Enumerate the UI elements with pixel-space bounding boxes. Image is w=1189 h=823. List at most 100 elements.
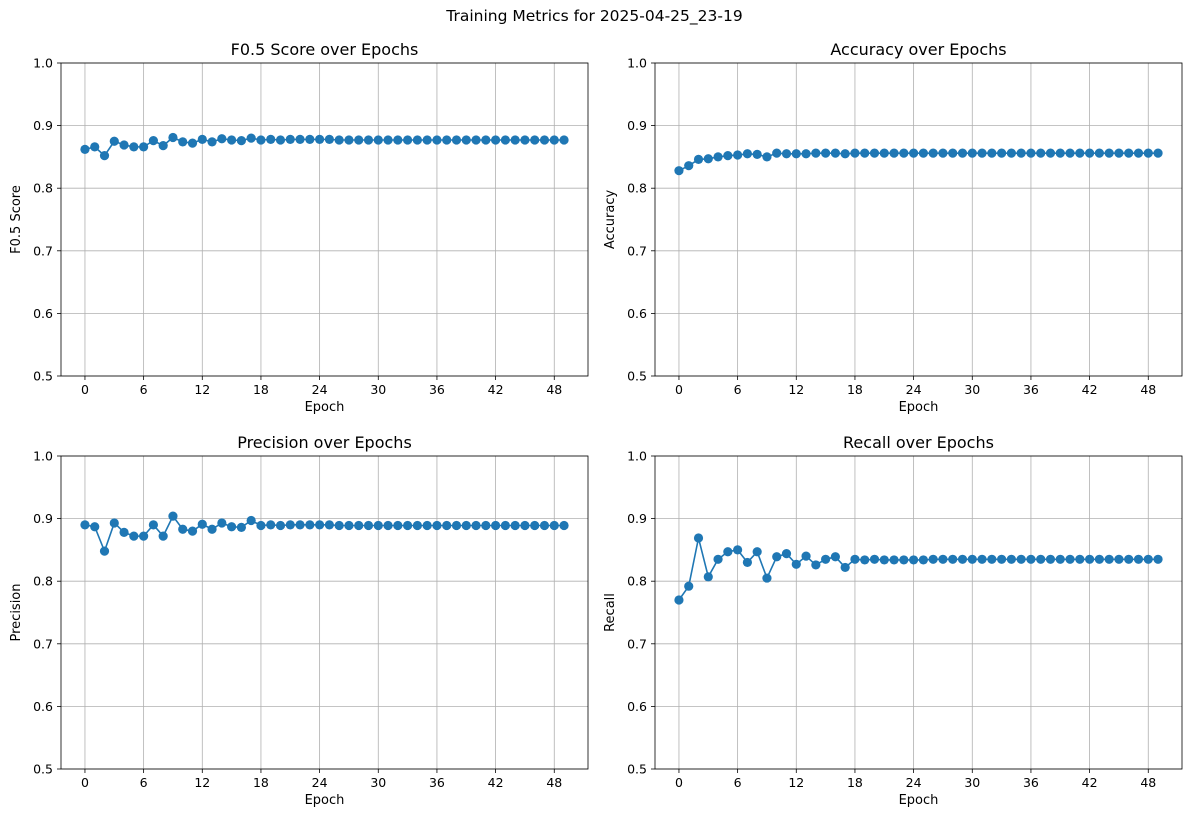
y-tick-label: 0.6 xyxy=(33,699,53,714)
data-point xyxy=(383,520,393,531)
data-point xyxy=(256,520,266,531)
data-point xyxy=(119,527,129,537)
data-point xyxy=(781,149,792,159)
data-point xyxy=(1085,554,1095,564)
data-point xyxy=(713,554,723,564)
data-point xyxy=(938,148,948,158)
data-point xyxy=(752,149,762,159)
data-point xyxy=(928,148,938,158)
y-tick-label: 0.9 xyxy=(627,511,647,526)
y-tick-label: 0.7 xyxy=(627,636,647,651)
data-point xyxy=(481,520,491,531)
y-tick-label: 0.6 xyxy=(627,699,647,714)
data-point xyxy=(530,135,540,145)
data-point xyxy=(119,140,129,150)
x-axis-label: Epoch xyxy=(899,793,939,808)
data-point xyxy=(987,148,997,158)
data-point xyxy=(899,555,909,565)
data-point xyxy=(703,572,713,582)
data-point xyxy=(1075,148,1085,158)
data-point xyxy=(246,133,256,143)
data-point xyxy=(324,520,334,530)
data-point xyxy=(918,148,928,158)
data-point xyxy=(158,531,168,541)
data-point xyxy=(1104,148,1114,158)
data-point xyxy=(129,531,139,541)
x-axis-label: Epoch xyxy=(899,400,939,415)
data-point xyxy=(168,511,178,521)
x-tick-label: 30 xyxy=(370,775,386,790)
x-axis-label: Epoch xyxy=(305,400,345,415)
data-point xyxy=(674,595,684,605)
data-point xyxy=(860,148,870,158)
data-point xyxy=(451,135,462,145)
data-point xyxy=(236,136,246,146)
x-tick-label: 36 xyxy=(1023,775,1039,790)
data-point xyxy=(491,135,501,145)
x-tick-label: 24 xyxy=(906,382,922,397)
chart-panel-precision: Precision over Epochs 0 6 12 18 24 30 36 42 48 0.5… xyxy=(0,423,594,823)
y-tick-label: 0.7 xyxy=(627,243,647,258)
data-point xyxy=(977,554,987,564)
data-point xyxy=(344,520,354,531)
y-tick-label: 0.5 xyxy=(627,369,647,384)
data-point xyxy=(693,533,704,543)
data-point xyxy=(801,551,811,561)
data-point xyxy=(99,151,110,161)
data-point xyxy=(305,134,315,144)
data-point xyxy=(158,141,168,151)
y-tick-label: 0.5 xyxy=(627,762,647,777)
data-point xyxy=(967,554,977,564)
data-point xyxy=(217,518,227,528)
data-point xyxy=(840,562,850,573)
data-point xyxy=(334,135,344,145)
x-tick-label: 48 xyxy=(1140,775,1156,790)
chart-svg: Recall over Epochs 0 6 12 18 24 30 36 42 48 0.5 0.6… xyxy=(603,433,1183,808)
data-point xyxy=(791,559,801,569)
x-tick-label: 6 xyxy=(140,382,148,397)
x-tick-label: 6 xyxy=(734,775,742,790)
data-point xyxy=(889,555,899,565)
x-tick-label: 18 xyxy=(847,382,863,397)
data-point xyxy=(373,520,383,531)
chart-svg: Accuracy over Epochs 0 6 12 18 24 30 36 42 48 0.5 0… xyxy=(603,40,1183,415)
data-point xyxy=(491,520,501,531)
figure-title: Training Metrics for 2025-04-25_23-19 xyxy=(446,7,743,25)
x-tick-label: 42 xyxy=(488,775,504,790)
data-point xyxy=(1153,148,1163,158)
axes-frame xyxy=(60,62,589,377)
data-point xyxy=(80,144,90,154)
x-tick-label: 0 xyxy=(675,775,683,790)
data-point xyxy=(1085,148,1095,158)
data-point xyxy=(471,135,481,145)
x-tick-label: 36 xyxy=(429,775,445,790)
x-tick-label: 30 xyxy=(370,382,386,397)
axes-frame xyxy=(60,455,589,770)
data-point xyxy=(742,557,752,568)
data-point xyxy=(539,135,550,145)
data-point xyxy=(869,554,880,564)
data-point xyxy=(977,148,987,158)
y-tick-label: 0.9 xyxy=(33,511,53,526)
x-tick-label: 48 xyxy=(546,382,562,397)
chart-svg: Precision over Epochs 0 6 12 18 24 30 36 42 48 0.5… xyxy=(9,433,589,808)
data-point xyxy=(1114,554,1124,564)
data-point xyxy=(1143,554,1153,564)
data-point xyxy=(393,520,403,531)
x-tick-label: 12 xyxy=(788,775,804,790)
data-point xyxy=(1016,148,1026,158)
x-tick-label: 18 xyxy=(847,775,863,790)
data-point xyxy=(821,148,831,158)
data-point xyxy=(500,135,510,145)
y-tick-label: 1.0 xyxy=(33,449,53,464)
data-point xyxy=(957,148,968,158)
data-point xyxy=(909,555,919,565)
y-tick-label: 0.8 xyxy=(33,574,53,589)
data-point xyxy=(850,554,860,564)
data-point xyxy=(539,520,550,531)
data-point xyxy=(187,526,198,536)
data-point xyxy=(781,549,792,559)
data-point xyxy=(850,148,860,158)
x-tick-label: 24 xyxy=(312,382,328,397)
data-point xyxy=(129,142,139,152)
